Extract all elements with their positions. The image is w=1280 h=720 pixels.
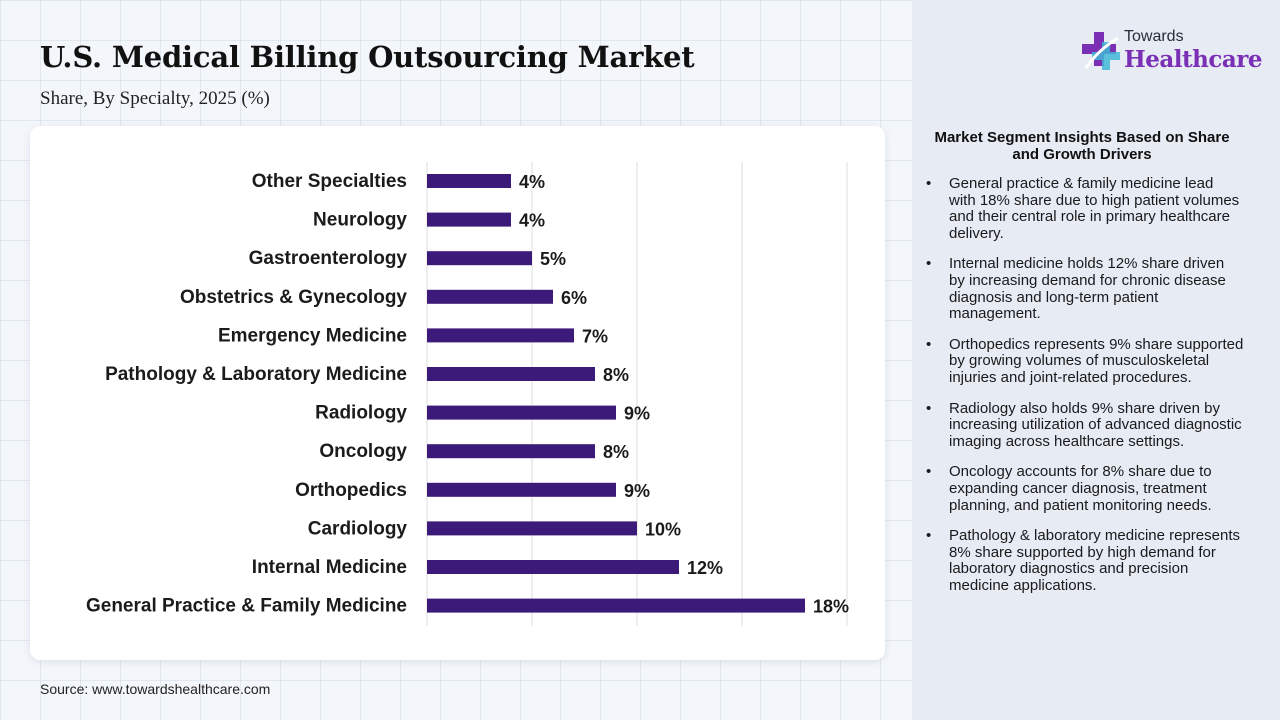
bullet-icon: • — [926, 255, 932, 273]
value-label: 8% — [603, 365, 629, 385]
chart-card: Other Specialties 4% Neurology 4% Gastroente… — [30, 126, 885, 660]
bar — [427, 328, 574, 343]
category-label: Oncology — [319, 441, 407, 462]
value-label: 5% — [540, 249, 566, 269]
insights-sidebar — [912, 0, 1280, 720]
bar — [427, 521, 637, 536]
bullet-icon: • — [926, 399, 932, 417]
value-label: 4% — [519, 211, 545, 231]
bar — [427, 598, 805, 613]
insight-text: Radiology also holds 9% share driven by … — [949, 399, 1242, 450]
insight-text: Internal medicine holds 12% share driven… — [949, 255, 1226, 323]
category-label: General Practice & Family Medicine — [86, 596, 407, 617]
value-label: 6% — [561, 288, 587, 308]
insight-item: • Orthopedics represents 9% share support… — [924, 335, 1244, 387]
bar — [427, 212, 511, 227]
category-label: Other Specialties — [252, 171, 407, 192]
bullet-icon: • — [926, 335, 932, 353]
value-label: 9% — [624, 404, 650, 424]
category-label: Orthopedics — [295, 480, 407, 501]
page-subtitle: Share, By Specialty, 2025 (%) — [40, 88, 270, 109]
bar — [427, 289, 553, 304]
bar — [427, 482, 616, 497]
category-label: Pathology & Laboratory Medicine — [105, 364, 407, 385]
category-label: Emergency Medicine — [218, 325, 407, 346]
insight-item: • Pathology & laboratory medicine represe… — [924, 527, 1244, 594]
bar — [427, 560, 679, 574]
bar — [427, 444, 595, 459]
category-label: Internal Medicine — [252, 557, 407, 578]
insight-item: • Internal medicine holds 12% share drive… — [924, 256, 1244, 322]
value-label: 12% — [687, 558, 723, 578]
bar — [427, 251, 532, 266]
bullet-icon: • — [926, 463, 932, 481]
category-label: Obstetrics & Gynecology — [180, 287, 407, 308]
insight-item: • General practice & family medicine lead… — [924, 175, 1244, 242]
bullet-icon: • — [926, 175, 932, 192]
logo-text-towards: Towards — [1124, 28, 1184, 45]
brand-logo: Towards Healthcare — [1080, 26, 1263, 78]
bar-chart: Other Specialties 4% Neurology 4% Gastroente… — [86, 162, 849, 626]
page-title: U.S. Medical Billing Outsourcing Market — [40, 40, 695, 74]
bullet-icon: • — [926, 527, 932, 545]
category-label: Neurology — [313, 210, 407, 231]
category-label: Gastroenterology — [249, 248, 408, 269]
insight-text: Orthopedics represents 9% share supporte… — [949, 335, 1244, 386]
value-label: 7% — [582, 326, 608, 346]
bar — [427, 174, 511, 188]
insight-text: General practice & family medicine lead … — [949, 175, 1240, 242]
category-label: Cardiology — [308, 518, 408, 539]
logo-text-healthcare: Healthcare — [1124, 46, 1263, 73]
insight-item: • Radiology also holds 9% share driven by… — [924, 399, 1244, 451]
category-label: Radiology — [315, 403, 407, 424]
source-note: Source: www.towardshealthcare.com — [40, 681, 271, 697]
medical-cross-icon — [1082, 32, 1120, 70]
value-label: 4% — [519, 172, 545, 192]
value-label: 10% — [645, 519, 681, 539]
insight-item: • Oncology accounts for 8% share due to e… — [924, 463, 1244, 514]
insight-text: Pathology & laboratory medicine represen… — [949, 527, 1240, 594]
bar — [427, 405, 616, 420]
value-label: 8% — [603, 442, 629, 462]
insights-title: Market Segment Insights Based on Share a… — [934, 129, 1230, 163]
value-label: 9% — [624, 481, 650, 501]
value-label: 18% — [813, 597, 849, 617]
bar — [427, 367, 595, 381]
insight-text: Oncology accounts for 8% share due to ex… — [949, 463, 1212, 514]
insights-list: • General practice & family medicine lead… — [924, 175, 1244, 608]
